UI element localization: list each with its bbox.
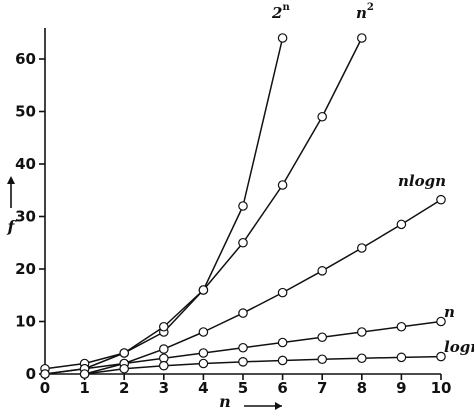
series-n-log-n-point xyxy=(238,308,248,318)
series-n-squared-line xyxy=(44,37,363,375)
series-log-n-point xyxy=(198,358,209,369)
series-n-squared-point xyxy=(317,111,327,122)
series-n-point xyxy=(198,348,209,358)
y-tick-label: 40 xyxy=(15,155,36,173)
x-tick-label: 9 xyxy=(396,379,406,397)
series-n-squared-label-superscript: 2 xyxy=(367,2,374,13)
series-n-point xyxy=(436,316,446,327)
series-n-squared-label-base: n xyxy=(356,4,367,22)
series-log-n-label-base: logn xyxy=(444,338,474,356)
x-tick-label: 0 xyxy=(40,379,50,397)
series-log-n-point xyxy=(317,354,327,365)
x-tick-label: 7 xyxy=(317,379,327,397)
series-log-n-point xyxy=(159,360,169,371)
series-n-point xyxy=(40,369,50,379)
series-n-point xyxy=(277,337,288,348)
series-n-log-n-point xyxy=(396,219,407,230)
x-tick-label: 2 xyxy=(119,379,129,397)
y-axis-arrow-head xyxy=(7,176,15,184)
series-n-point xyxy=(317,332,327,343)
y-axis-label: f xyxy=(7,217,18,236)
y-tick-label: 30 xyxy=(15,208,36,226)
y-tick-label: 10 xyxy=(15,313,36,331)
y-tick-label: 20 xyxy=(15,260,36,278)
series-n-squared-point xyxy=(238,237,248,248)
x-tick-label: 5 xyxy=(238,379,248,397)
series-n-log-n-line xyxy=(83,198,442,375)
series-n-squared-point xyxy=(159,321,169,332)
x-axis-label: n xyxy=(219,392,231,410)
series-log-n-line xyxy=(83,355,442,375)
series-n-point xyxy=(356,327,367,337)
axes-group xyxy=(7,28,442,410)
series-n-log-n-point xyxy=(159,344,169,354)
series-log-n-point xyxy=(356,353,367,364)
series-n-squared-point xyxy=(356,33,367,43)
series-n-point xyxy=(396,321,407,332)
series-n-point xyxy=(238,342,248,353)
series-2-to-n-point xyxy=(277,33,288,43)
x-tick-label: 3 xyxy=(159,379,169,397)
series-n-squared-label: n2 xyxy=(356,2,374,22)
series-log-n-label: logn xyxy=(444,338,474,356)
y-tick-label: 60 xyxy=(15,50,36,68)
series-n-log-n-point xyxy=(356,243,367,253)
x-tick-label: 10 xyxy=(431,379,452,397)
series-n-log-n-point xyxy=(436,194,446,205)
series-n-log-n-label-base: nlogn xyxy=(398,172,446,190)
series-n-squared-point xyxy=(198,285,209,295)
series-log-n-point xyxy=(79,369,90,379)
series-n-log-n-point xyxy=(317,266,327,276)
x-axis-arrow-head xyxy=(275,402,282,410)
x-tick-label: 4 xyxy=(198,379,208,397)
series-log-n-point xyxy=(238,357,248,367)
series-log-n-point xyxy=(119,363,129,374)
series-log-n-point xyxy=(396,352,407,363)
series-n-label-base: n xyxy=(444,303,455,321)
y-tick-label: 50 xyxy=(15,103,36,121)
series-n-label: n xyxy=(444,303,455,321)
series-log-n-point xyxy=(436,351,446,362)
series-n-log-n-label: nlogn xyxy=(398,172,446,190)
series-group xyxy=(40,33,446,379)
series-log-n-point xyxy=(277,355,288,366)
series-n-squared-point xyxy=(119,348,129,358)
series-2-to-n-label: 2n xyxy=(271,2,290,22)
x-tick-label: 8 xyxy=(357,379,367,397)
series-n-log-n-point xyxy=(277,287,288,298)
x-tick-label: 1 xyxy=(79,379,89,397)
series-2-to-n-label-base: 2 xyxy=(271,4,282,22)
x-tick-label: 6 xyxy=(277,379,287,397)
series-2-to-n-label-superscript: n xyxy=(282,2,290,13)
series-n-log-n-point xyxy=(198,327,209,337)
y-tick-label: 0 xyxy=(26,365,36,383)
series-n-squared-point xyxy=(277,180,288,190)
series-2-to-n-point xyxy=(238,201,248,211)
